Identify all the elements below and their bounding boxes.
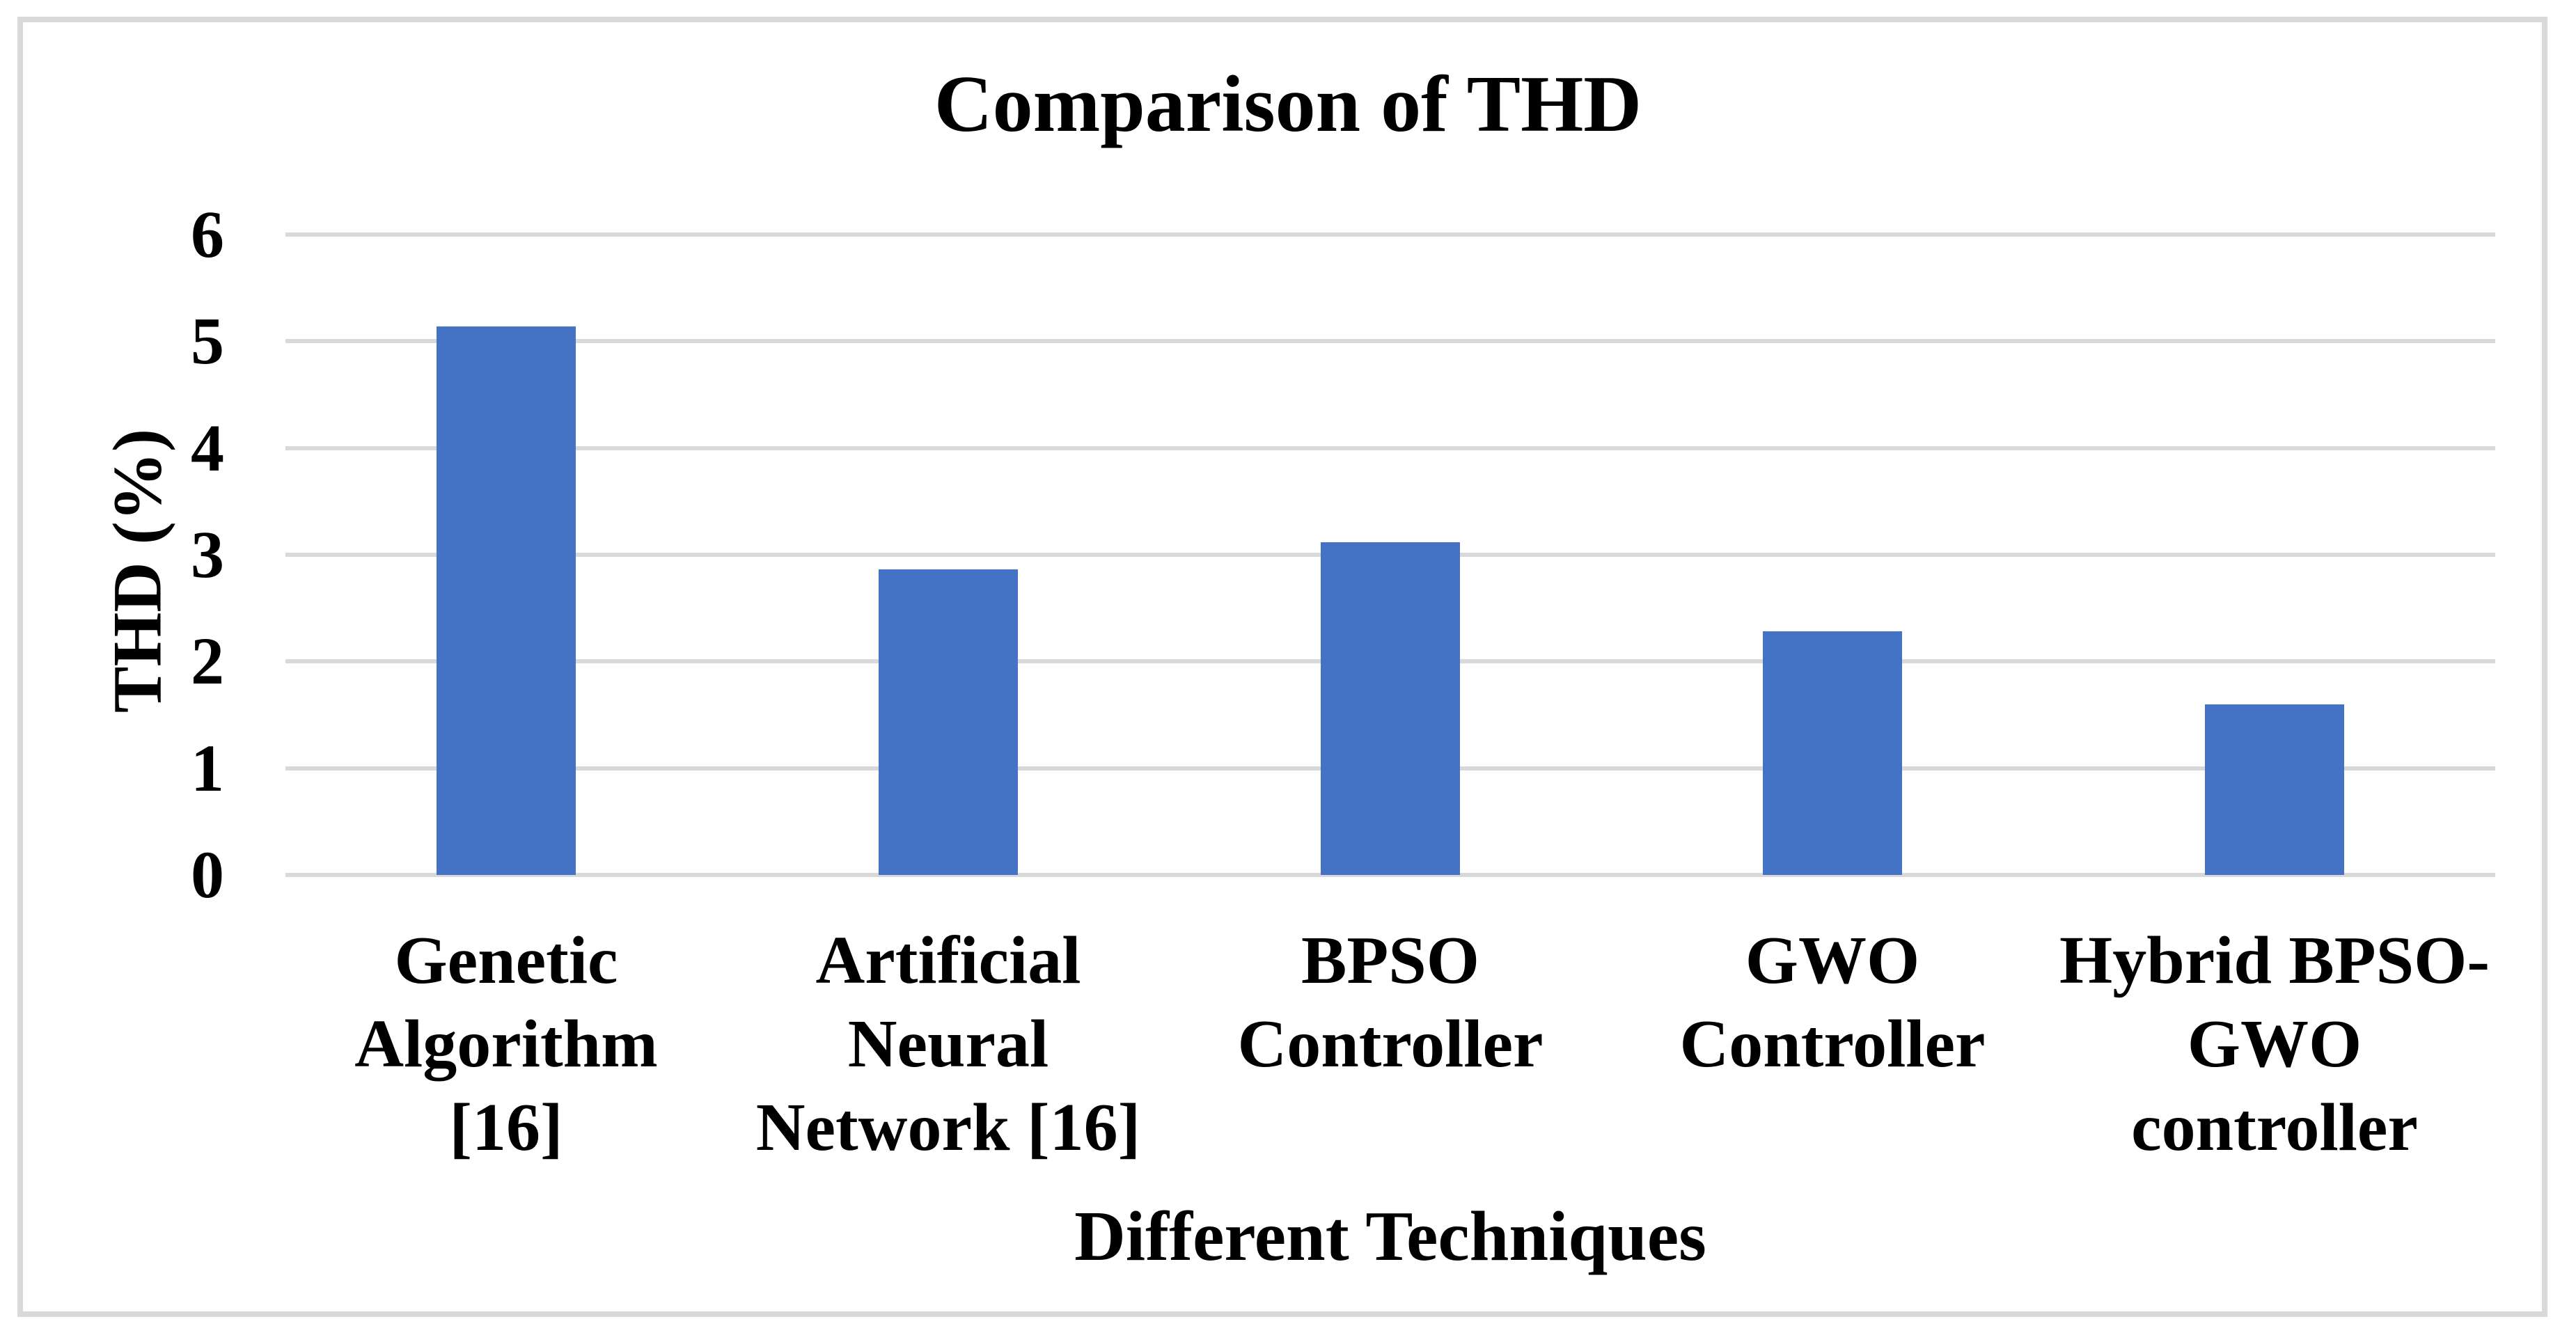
category-label-1: Genetic Algorithm [16] — [354, 923, 658, 1165]
category-label-2: Artificial Neural Network [16] — [755, 923, 1141, 1165]
gridline-y4 — [285, 446, 2495, 450]
category-label-5: Hybrid BPSO- GWO controller — [2059, 923, 2490, 1165]
chart-title: Comparison of THD — [934, 60, 1642, 149]
y-tick-label-2: 2 — [191, 624, 224, 698]
bar-2 — [879, 569, 1018, 875]
y-tick-label-3: 3 — [191, 517, 224, 592]
y-tick-label-4: 4 — [191, 411, 224, 485]
y-axis-title: THD (%) — [98, 428, 176, 713]
y-tick-label-1: 1 — [191, 731, 224, 805]
gridline-y0 — [285, 873, 2495, 877]
y-tick-label-0: 0 — [191, 837, 224, 912]
bar-3 — [1321, 542, 1460, 875]
y-tick-label-6: 6 — [191, 197, 224, 271]
x-axis-title: Different Techniques — [1074, 1197, 1706, 1276]
gridline-y6 — [285, 232, 2495, 237]
category-label-4: GWO Controller — [1679, 923, 1986, 1082]
bar-5 — [2205, 704, 2344, 875]
gridline-y5 — [285, 339, 2495, 343]
bar-1 — [437, 326, 576, 875]
y-tick-label-5: 5 — [191, 303, 224, 378]
category-label-3: BPSO Controller — [1237, 923, 1544, 1082]
bar-4 — [1763, 631, 1902, 875]
